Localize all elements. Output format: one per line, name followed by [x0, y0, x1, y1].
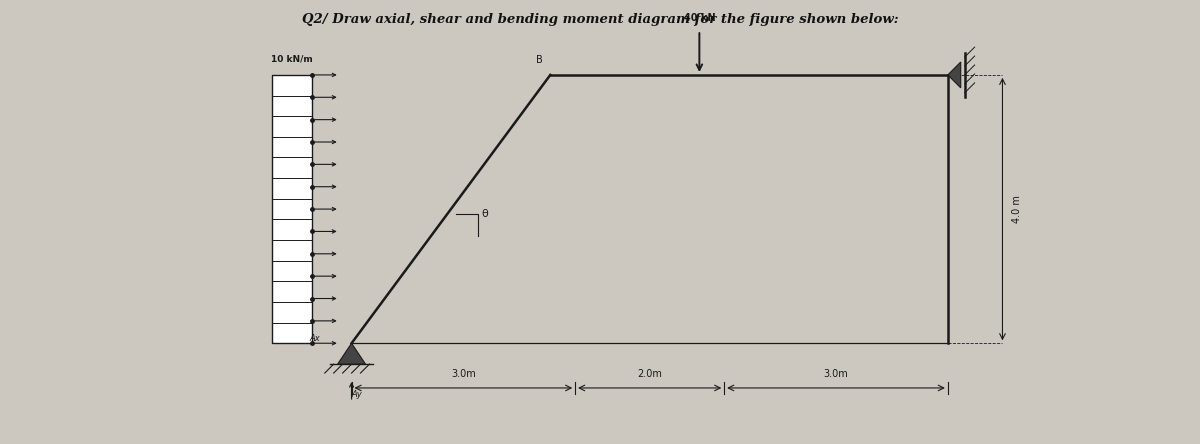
Polygon shape — [948, 62, 961, 88]
Text: Q2/ Draw axial, shear and bending moment diagram for the figure shown below:: Q2/ Draw axial, shear and bending moment… — [301, 13, 899, 26]
Text: 3.0m: 3.0m — [823, 369, 848, 379]
Text: Ax: Ax — [310, 334, 319, 343]
Text: 2.0m: 2.0m — [637, 369, 662, 379]
Text: 3.0m: 3.0m — [451, 369, 475, 379]
Bar — [272, 75, 312, 343]
Text: Ay: Ay — [352, 390, 362, 399]
Text: 4.0 m: 4.0 m — [1013, 195, 1022, 223]
Text: 40 kN: 40 kN — [684, 13, 715, 23]
Polygon shape — [337, 343, 366, 364]
Text: B: B — [535, 55, 542, 65]
Text: θ: θ — [481, 209, 488, 219]
Text: 10 kN/m: 10 kN/m — [271, 54, 313, 63]
